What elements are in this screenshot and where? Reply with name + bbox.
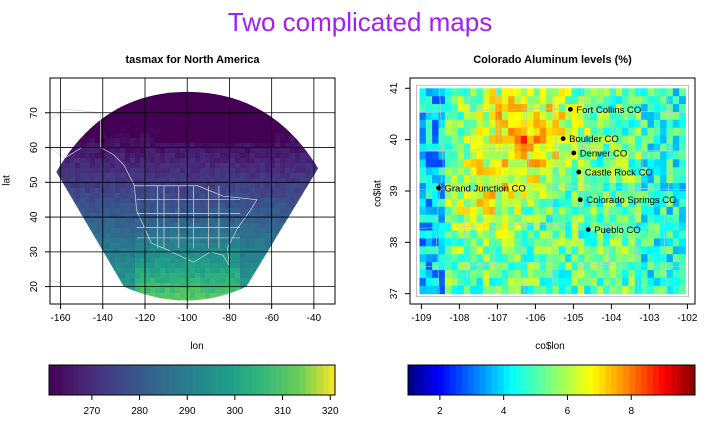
right-x-tick-label: -102	[677, 313, 697, 324]
city-label: Boulder CO	[569, 134, 619, 145]
graticule	[50, 78, 335, 304]
city-marker	[567, 106, 573, 112]
colorbars: 270 280 290 300 310 320 2 4 6 8	[48, 364, 696, 417]
right-y-tick-label: 39	[389, 185, 400, 197]
aluminum-colorbar-frame	[407, 364, 696, 396]
right-y-tick-label: 41	[389, 82, 400, 94]
left-y-tick-label: 50	[29, 176, 40, 188]
right-x-tick-label: -104	[601, 313, 621, 324]
left-x-tick-label: -40	[307, 313, 322, 324]
left-y-tick-label: 60	[29, 142, 40, 154]
tasmax-colorbar-tick-label: 290	[179, 406, 196, 417]
left-plot-frame	[49, 77, 336, 305]
right-y-tick-label: 37	[389, 288, 400, 300]
tasmax-colorbar-tick-label: 320	[322, 406, 339, 417]
left-y-tick-label: 40	[29, 211, 40, 223]
tasmax-colorbar-tick-label: 300	[227, 406, 244, 417]
aluminum-colorbar-tick-label: 4	[501, 406, 507, 417]
left-x-tick-label: -120	[135, 313, 155, 324]
right-y-tick-label: 40	[389, 134, 400, 146]
city-label: Colorado Springs CO	[586, 195, 676, 206]
right-x-tick-label: -108	[449, 313, 469, 324]
aluminum-colorbar-tick-label: 8	[628, 406, 634, 417]
tasmax-colorbar-tick-label: 310	[274, 406, 291, 417]
left-map-title: tasmax for North America	[125, 54, 260, 66]
aluminum-colorbar: 2 4 6 8	[407, 364, 696, 417]
city-label: Fort Collins CO	[576, 105, 641, 116]
city-label: Denver CO	[580, 148, 628, 159]
right-map-title: Colorado Aluminum levels (%)	[473, 54, 632, 66]
city-label: Castle Rock CO	[585, 167, 653, 178]
city-label: Pueblo CO	[594, 225, 640, 236]
axes: -160 -140 -120 -100 -80 -60 -40 20 30 40 50 60 70 -10…	[29, 77, 698, 324]
city-marker	[571, 150, 577, 156]
county-lines	[416, 84, 689, 298]
right-x-tick-label: -109	[411, 313, 431, 324]
left-x-axis-label: lon	[190, 341, 204, 352]
left-y-tick-label: 30	[29, 246, 40, 258]
right-x-tick-label: -106	[525, 313, 545, 324]
left-y-tick-label: 20	[29, 281, 40, 293]
left-y-tick-label: 70	[29, 107, 40, 119]
tasmax-colorbar-tick-label: 270	[84, 406, 101, 417]
city-marker	[560, 136, 566, 142]
right-x-tick-label: -105	[563, 313, 583, 324]
city-label: Grand Junction CO	[445, 183, 526, 194]
right-x-axis-label: co$lon	[535, 341, 565, 352]
page-title: Two complicated maps	[227, 7, 493, 37]
right-x-tick-label: -107	[487, 313, 507, 324]
right-x-tick-label: -103	[639, 313, 659, 324]
left-x-tick-label: -60	[264, 313, 279, 324]
left-x-tick-label: -160	[51, 313, 71, 324]
left-x-tick-label: -140	[93, 313, 113, 324]
tasmax-colorbar: 270 280 290 300 310 320	[48, 364, 339, 417]
city-labels: Fort Collins CO Boulder CO Denver CO Castle…	[436, 105, 677, 236]
city-marker	[436, 185, 441, 191]
city-marker	[576, 169, 582, 175]
left-x-tick-label: -100	[177, 313, 197, 324]
tasmax-map	[50, 78, 335, 304]
aluminum-colorbar-tick-label: 2	[437, 406, 443, 417]
city-marker	[585, 227, 591, 232]
aluminum-colorbar-tick-label: 6	[565, 406, 571, 417]
left-x-tick-label: -80	[222, 313, 237, 324]
city-marker	[577, 197, 583, 203]
tasmax-colorbar-tick-label: 280	[131, 406, 148, 417]
tasmax-colorbar-frame	[48, 364, 336, 396]
aluminum-map: Fort Collins CO Boulder CO Denver CO Castle…	[416, 84, 689, 298]
right-y-tick-label: 38	[389, 236, 400, 248]
